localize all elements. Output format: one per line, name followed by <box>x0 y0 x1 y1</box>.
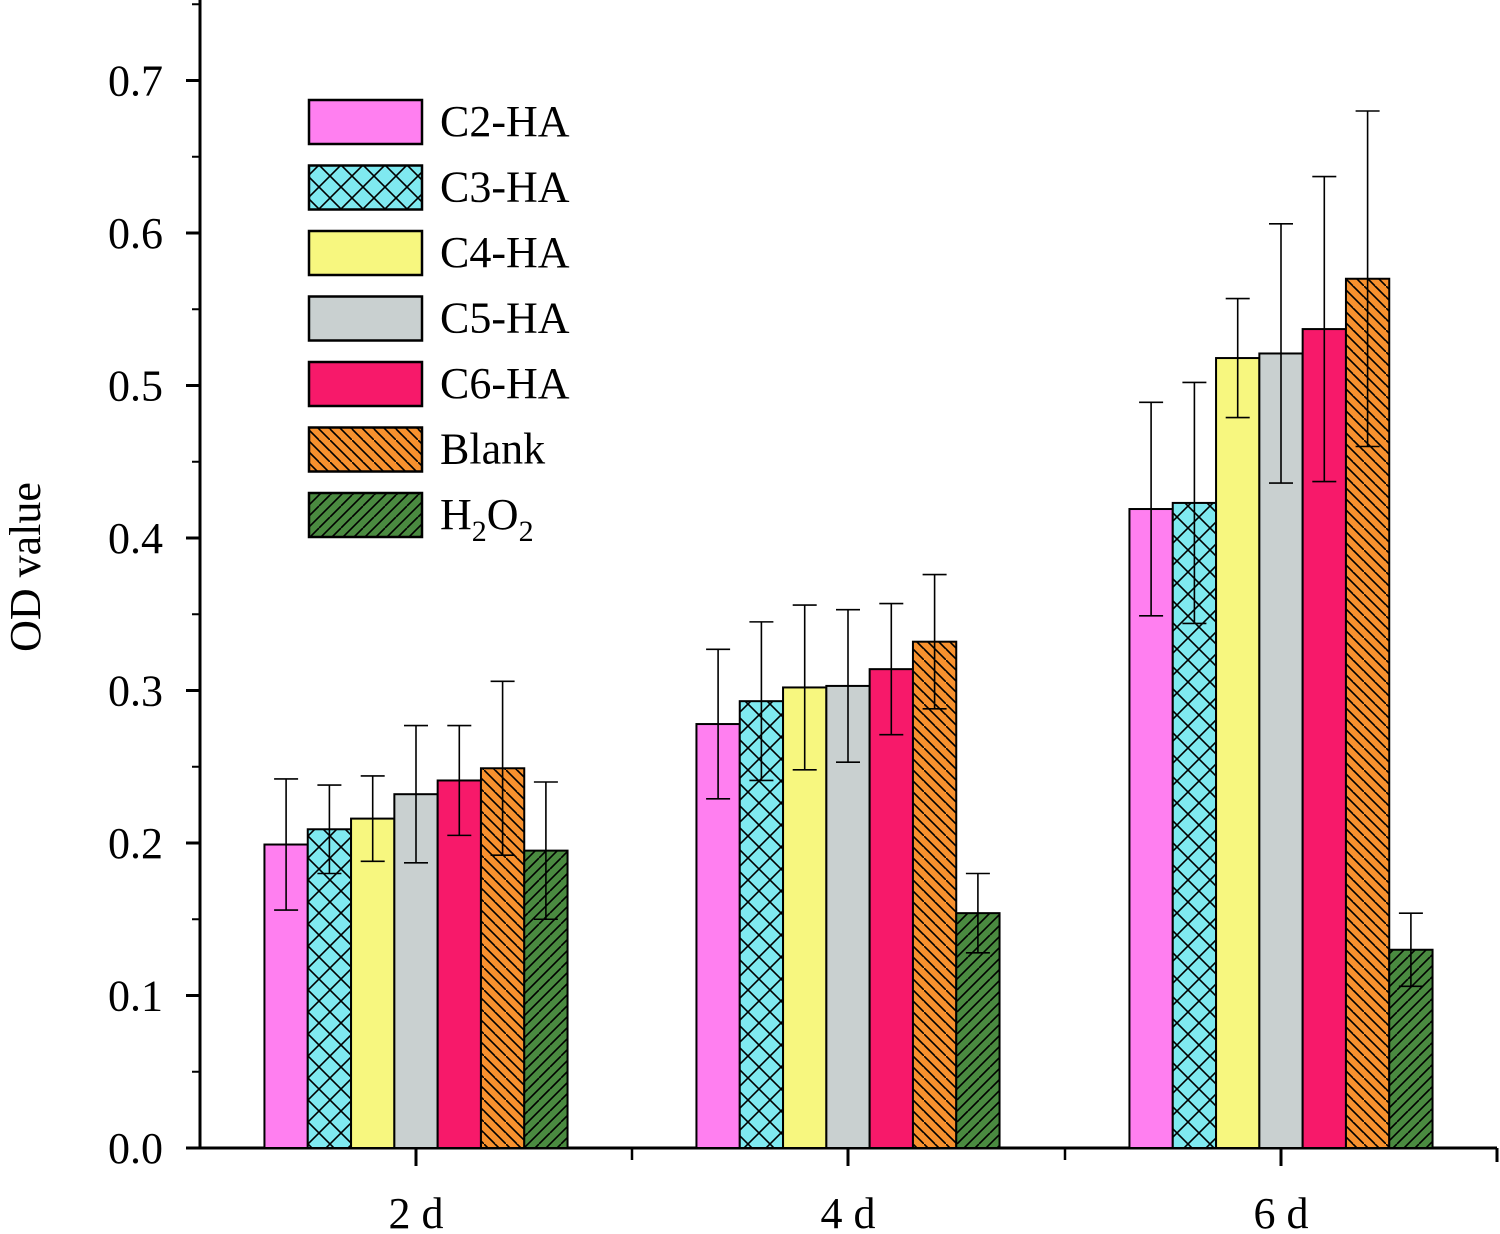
legend-text-part: C2-HA <box>440 97 570 146</box>
legend-swatch <box>309 296 422 341</box>
legend-item: C5-HA <box>307 294 570 343</box>
legend-swatch <box>309 231 422 275</box>
x-ticks: 2 d 4 d 6 d <box>389 1148 1309 1234</box>
legend-item: C2-HA <box>307 97 570 146</box>
y-tick-label: 0.4 <box>108 514 163 563</box>
y-tick-label: 0.6 <box>108 209 163 258</box>
legend-item: C6-HA <box>307 359 570 408</box>
y-tick-label: 0.2 <box>108 819 163 868</box>
legend-label: Blank <box>440 425 545 474</box>
bar-hatch <box>307 829 352 1148</box>
bar <box>1259 353 1303 1149</box>
bar <box>437 780 481 1148</box>
legend-swatch-outline <box>307 229 424 277</box>
y-ticks: 0.0 0.1 0.2 0.3 0.4 0.5 0.6 0.7 <box>108 3 200 1173</box>
legend-label: C2-HA <box>440 97 570 146</box>
bar <box>351 818 395 1148</box>
legend-label: C4-HA <box>440 228 570 277</box>
legend-swatch <box>309 362 422 406</box>
y-tick-label: 0.7 <box>108 57 163 106</box>
error-bars <box>274 110 1423 988</box>
legend-item: C3-HA <box>307 163 570 212</box>
legend-label: C6-HA <box>440 359 570 408</box>
x-tick-label: 2 d <box>389 1189 444 1234</box>
y-tick-label: 0.0 <box>108 1124 163 1173</box>
y-axis-title: OD value <box>1 482 50 652</box>
legend-swatch-outline <box>307 164 424 211</box>
legend-swatch-hatch <box>309 493 422 537</box>
legend-item: Blank <box>307 425 545 474</box>
y-tick-label: 0.5 <box>108 362 163 411</box>
legend-text-part: O <box>487 490 519 539</box>
legend-item: H2O2 <box>307 490 534 548</box>
bar <box>1216 358 1260 1148</box>
legend-swatch-outline <box>307 360 424 408</box>
legend-label: H2O2 <box>440 490 534 548</box>
legend-swatch-hatch <box>309 165 422 210</box>
legend-swatch-hatch <box>309 427 422 472</box>
bar <box>869 669 913 1148</box>
legend-label: C3-HA <box>440 163 570 212</box>
y-tick-label: 0.3 <box>108 667 163 716</box>
legend-swatch-outline <box>307 98 424 146</box>
legend-text-part: C6-HA <box>440 359 570 408</box>
legend-swatch <box>309 100 422 144</box>
legend-text-part: H <box>440 490 472 539</box>
legend-item: C4-HA <box>307 228 570 277</box>
legend-swatch-outline <box>307 426 424 473</box>
legend-text-part: C4-HA <box>440 228 570 277</box>
bar-hatch <box>912 641 957 1148</box>
legend-subscript: 2 <box>472 515 487 548</box>
legend-text-part: C5-HA <box>440 294 570 343</box>
x-tick-label: 4 d <box>821 1189 876 1234</box>
y-tick-label: 0.1 <box>108 972 163 1021</box>
legend-swatch-outline <box>307 491 424 539</box>
legend-label: C5-HA <box>440 294 570 343</box>
legend-text-part: Blank <box>440 425 545 474</box>
legend-swatch-outline <box>307 295 424 342</box>
x-tick-label: 6 d <box>1254 1189 1309 1234</box>
legend-subscript: 2 <box>519 515 534 548</box>
legend-text-part: C3-HA <box>440 163 570 212</box>
